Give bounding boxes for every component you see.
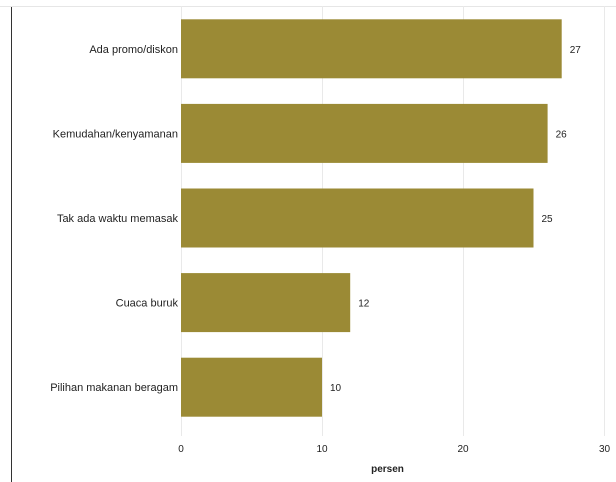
x-tick-label-0: 0 — [178, 444, 184, 455]
x-tick-label-20: 20 — [457, 444, 469, 455]
category-label-4: Pilihan makanan beragam — [50, 382, 178, 394]
bar-1 — [181, 103, 548, 163]
category-label-3: Cuaca buruk — [116, 298, 179, 310]
data-label-1: 26 — [556, 129, 568, 140]
x-axis-title: persen — [371, 464, 404, 475]
category-label-2: Tak ada waktu memasak — [57, 213, 179, 225]
bars — [181, 19, 562, 417]
bar-2 — [181, 188, 534, 248]
bar-4 — [181, 357, 322, 417]
frame-lines — [0, 6, 616, 482]
category-labels: Ada promo/diskon Kemudahan/kenyamanan Tak … — [50, 44, 178, 394]
x-tick-label-30: 30 — [599, 444, 611, 455]
data-labels: 27 26 25 12 10 — [330, 45, 581, 394]
x-axis-ticks: 0 10 20 30 — [178, 444, 610, 455]
data-label-3: 12 — [358, 299, 370, 310]
category-label-0: Ada promo/diskon — [89, 44, 178, 56]
data-label-4: 10 — [330, 383, 342, 394]
data-label-0: 27 — [570, 45, 582, 56]
bar-0 — [181, 19, 562, 79]
x-tick-label-10: 10 — [316, 444, 328, 455]
data-label-2: 25 — [542, 214, 554, 225]
category-label-1: Kemudahan/kenyamanan — [53, 128, 178, 140]
bar-3 — [181, 273, 351, 333]
